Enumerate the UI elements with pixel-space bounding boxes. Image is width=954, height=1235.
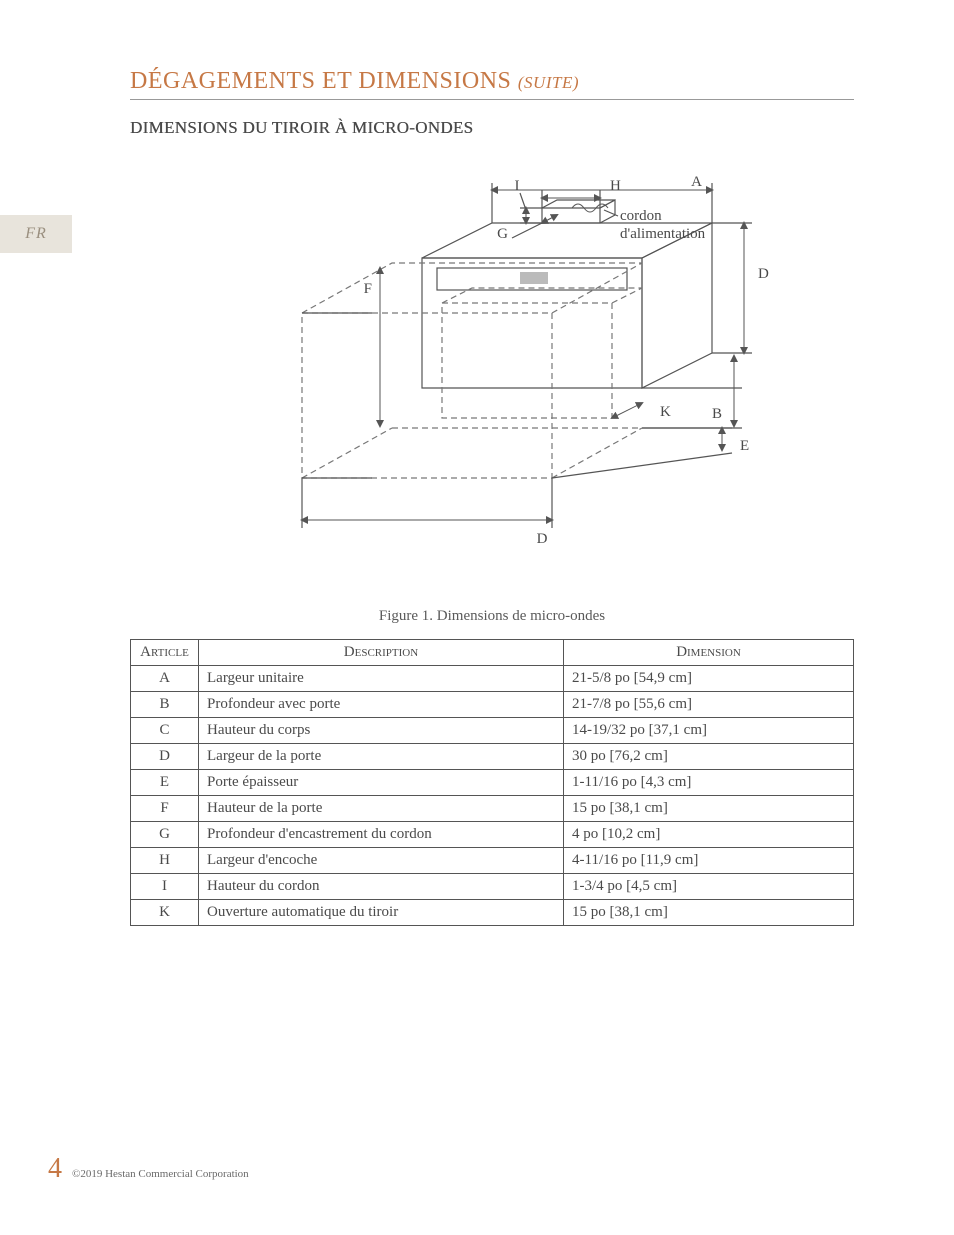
section-title: DÉGAGEMENTS ET DIMENSIONS (SUITE)	[130, 68, 854, 100]
cell-dimension: 1-11/16 po [4,3 cm]	[564, 770, 854, 796]
svg-text:F: F	[364, 281, 372, 297]
cell-dimension: 15 po [38,1 cm]	[564, 900, 854, 926]
table-row: KOuverture automatique du tiroir15 po [3…	[131, 900, 854, 926]
cell-dimension: 15 po [38,1 cm]	[564, 796, 854, 822]
cell-article: F	[131, 796, 199, 822]
page-footer: 4 ©2019 Hestan Commercial Corporation	[48, 1153, 249, 1185]
cell-description: Largeur unitaire	[199, 666, 564, 692]
th-dimension: Dimension	[564, 640, 854, 666]
section-title-main: DÉGAGEMENTS ET DIMENSIONS	[130, 68, 511, 94]
cell-article: H	[131, 848, 199, 874]
section-title-suite: (SUITE)	[518, 73, 579, 92]
cell-description: Hauteur de la porte	[199, 796, 564, 822]
cell-article: B	[131, 692, 199, 718]
diagram-wrapper: A H I Gcordon d'alimentation D B E F K D	[130, 168, 854, 568]
cell-description: Porte épaisseur	[199, 770, 564, 796]
figure-caption: Figure 1. Dimensions de micro-ondes	[130, 608, 854, 625]
svg-text:D: D	[758, 266, 769, 282]
table-row: DLargeur de la porte30 po [76,2 cm]	[131, 744, 854, 770]
page-number: 4	[48, 1153, 62, 1185]
dimensions-table: Article Description Dimension ALargeur u…	[130, 639, 854, 926]
cell-article: C	[131, 718, 199, 744]
svg-text:D: D	[537, 531, 548, 547]
table-row: ALargeur unitaire21-5/8 po [54,9 cm]	[131, 666, 854, 692]
svg-text:G: G	[497, 226, 508, 242]
cell-dimension: 21-5/8 po [54,9 cm]	[564, 666, 854, 692]
table-row: IHauteur du cordon1-3/4 po [4,5 cm]	[131, 874, 854, 900]
cell-description: Ouverture automatique du tiroir	[199, 900, 564, 926]
table-header-row: Article Description Dimension	[131, 640, 854, 666]
cell-article: E	[131, 770, 199, 796]
svg-text:E: E	[740, 438, 749, 454]
th-article: Article	[131, 640, 199, 666]
cell-dimension: 21-7/8 po [55,6 cm]	[564, 692, 854, 718]
cell-article: K	[131, 900, 199, 926]
dimensions-diagram: A H I Gcordon d'alimentation D B E F K D	[212, 168, 772, 568]
cell-dimension: 4-11/16 po [11,9 cm]	[564, 848, 854, 874]
cell-description: Hauteur du corps	[199, 718, 564, 744]
cell-dimension: 4 po [10,2 cm]	[564, 822, 854, 848]
svg-text:I: I	[515, 178, 520, 194]
svg-text:B: B	[712, 406, 722, 422]
cell-dimension: 1-3/4 po [4,5 cm]	[564, 874, 854, 900]
cell-dimension: 14-19/32 po [37,1 cm]	[564, 718, 854, 744]
cell-article: D	[131, 744, 199, 770]
cell-article: G	[131, 822, 199, 848]
copyright: ©2019 Hestan Commercial Corporation	[72, 1168, 249, 1180]
cell-description: Largeur d'encoche	[199, 848, 564, 874]
cell-description: Profondeur d'encastrement du cordon	[199, 822, 564, 848]
svg-text:K: K	[660, 404, 671, 420]
table-row: FHauteur de la porte15 po [38,1 cm]	[131, 796, 854, 822]
language-tab: FR	[0, 215, 72, 253]
cell-dimension: 30 po [76,2 cm]	[564, 744, 854, 770]
cell-description: Hauteur du cordon	[199, 874, 564, 900]
table-row: GProfondeur d'encastrement du cordon4 po…	[131, 822, 854, 848]
svg-text:A: A	[691, 174, 702, 190]
cell-article: I	[131, 874, 199, 900]
svg-text:cordon: cordon	[620, 208, 662, 224]
svg-text:H: H	[610, 178, 621, 194]
table-row: CHauteur du corps14-19/32 po [37,1 cm]	[131, 718, 854, 744]
table-row: EPorte épaisseur1-11/16 po [4,3 cm]	[131, 770, 854, 796]
table-row: BProfondeur avec porte21-7/8 po [55,6 cm…	[131, 692, 854, 718]
table-row: HLargeur d'encoche4-11/16 po [11,9 cm]	[131, 848, 854, 874]
th-description: Description	[199, 640, 564, 666]
subsection-title: DIMENSIONS DU TIROIR À MICRO-ONDES	[130, 118, 854, 138]
cell-description: Largeur de la porte	[199, 744, 564, 770]
cell-description: Profondeur avec porte	[199, 692, 564, 718]
cell-article: A	[131, 666, 199, 692]
page-content: DÉGAGEMENTS ET DIMENSIONS (SUITE) DIMENS…	[130, 68, 854, 926]
svg-text:d'alimentation: d'alimentation	[620, 226, 706, 242]
